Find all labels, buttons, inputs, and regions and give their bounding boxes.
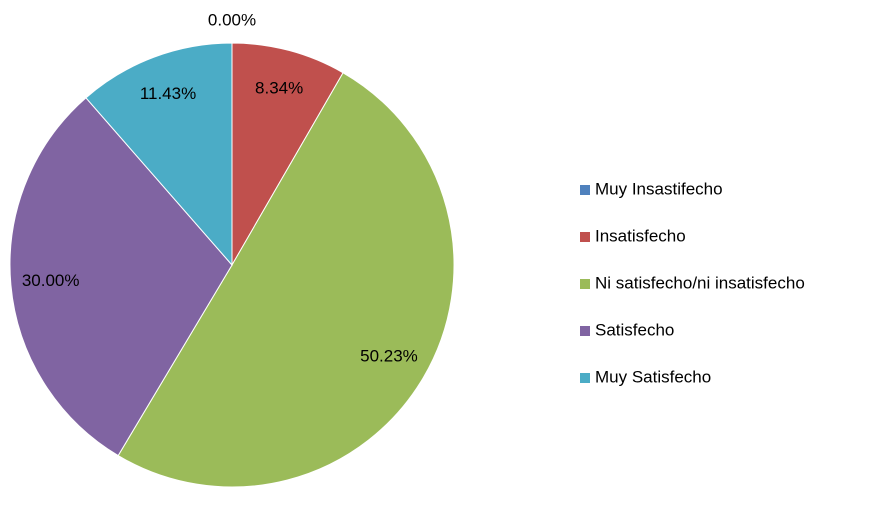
data-label: 50.23% [360, 347, 418, 366]
pie-slice [231, 42, 344, 267]
legend-label: Muy Satisfecho [595, 367, 711, 386]
legend-swatch [580, 232, 590, 242]
legend-swatch [580, 185, 590, 195]
legend-label: Insatisfecho [595, 226, 686, 245]
pie-slice [117, 72, 455, 488]
legend-swatch [580, 279, 590, 289]
legend-label: Muy Insastifecho [595, 179, 723, 198]
data-label: 8.34% [255, 79, 303, 98]
legend-label: Ni satisfecho/ni insatisfecho [595, 273, 805, 292]
data-label: 30.00% [22, 271, 80, 290]
legend-label: Satisfecho [595, 320, 674, 339]
legend-swatch [580, 373, 590, 383]
pie-slice [9, 97, 233, 457]
data-label: 0.00% [208, 10, 256, 29]
legend-swatch [580, 326, 590, 336]
data-label: 11.43% [140, 84, 196, 103]
pie-slice [85, 42, 233, 267]
